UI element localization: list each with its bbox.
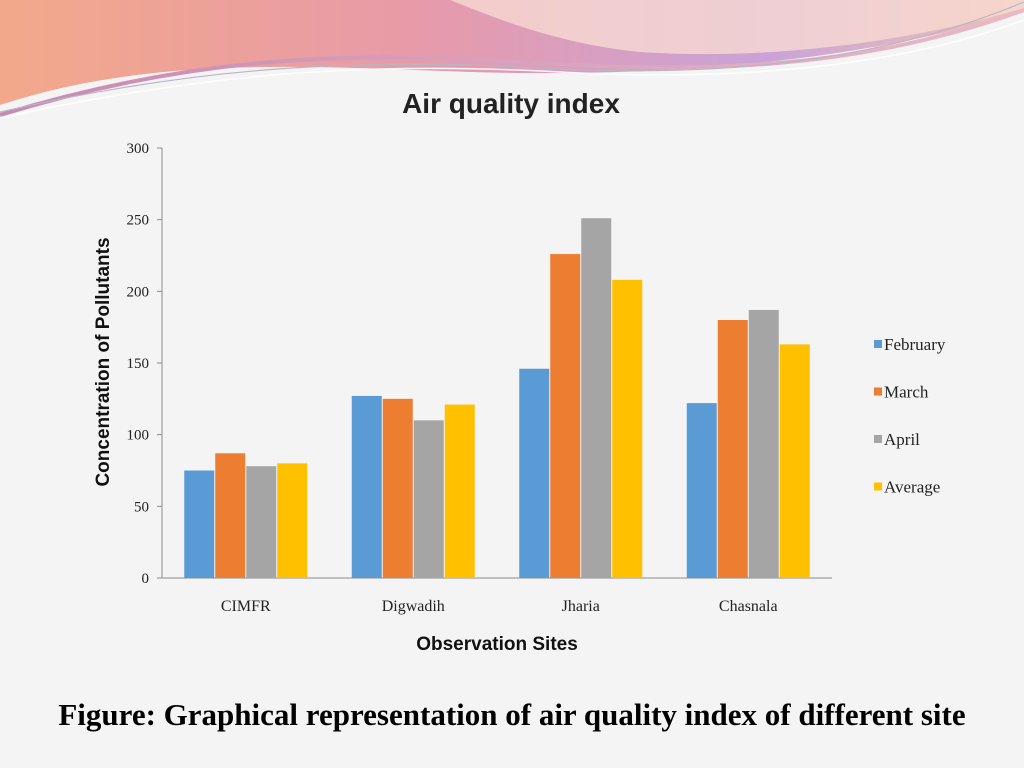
y-tick-label: 0 (142, 571, 150, 587)
legend: February March April Average (874, 335, 946, 497)
legend-label: Average (884, 478, 940, 497)
y-axis-title: Concentration of Pollutants (93, 237, 114, 486)
bar-february-jharia (519, 368, 550, 578)
bar-march-chasnala (717, 320, 748, 578)
legend-swatch-february (874, 340, 882, 348)
y-tick-label: 100 (127, 428, 150, 444)
x-category-label: CIMFR (221, 598, 271, 615)
x-category-label: Chasnala (719, 598, 778, 615)
bar-april-digwadih (413, 420, 444, 578)
bar-chart: Air quality index 0 50 100 150 200 250 300 CIM… (93, 88, 946, 655)
bar-average-chasnala (779, 344, 810, 578)
x-axis-category-labels: CIMFR Digwadih Jharia Chasnala (221, 598, 778, 615)
y-tick-label: 200 (127, 284, 150, 300)
legend-swatch-march (874, 387, 882, 396)
bar-average-cimfr (277, 463, 308, 578)
x-axis-title: Observation Sites (416, 634, 578, 655)
legend-swatch-april (874, 435, 882, 443)
bar-march-cimfr (215, 453, 246, 578)
bar-april-chasnala (748, 309, 779, 578)
legend-label: March (884, 383, 929, 402)
y-tick-label: 250 (127, 213, 150, 229)
legend-label: February (884, 335, 946, 354)
bar-april-jharia (581, 218, 612, 578)
bar-february-digwadih (351, 395, 382, 578)
legend-label: April (884, 430, 920, 449)
bar-march-digwadih (382, 398, 413, 578)
bar-average-jharia (612, 279, 643, 578)
y-tick-label: 300 (127, 141, 150, 157)
bar-groups (184, 218, 810, 579)
legend-swatch-average (874, 482, 882, 491)
y-tick-label: 150 (127, 356, 150, 372)
x-category-label: Digwadih (382, 598, 445, 615)
y-axis-ticks: 0 50 100 150 200 250 300 (127, 141, 162, 587)
bar-april-cimfr (246, 466, 277, 578)
chart-title: Air quality index (402, 88, 620, 119)
bar-march-jharia (550, 254, 581, 579)
bar-average-digwadih (444, 404, 475, 578)
x-category-label: Jharia (562, 598, 600, 615)
y-tick-label: 50 (134, 499, 149, 515)
decorative-header-banner (0, 0, 1024, 119)
figure-caption: Figure: Graphical representation of air … (58, 697, 966, 732)
bar-february-cimfr (184, 470, 215, 578)
bar-february-chasnala (686, 403, 717, 578)
